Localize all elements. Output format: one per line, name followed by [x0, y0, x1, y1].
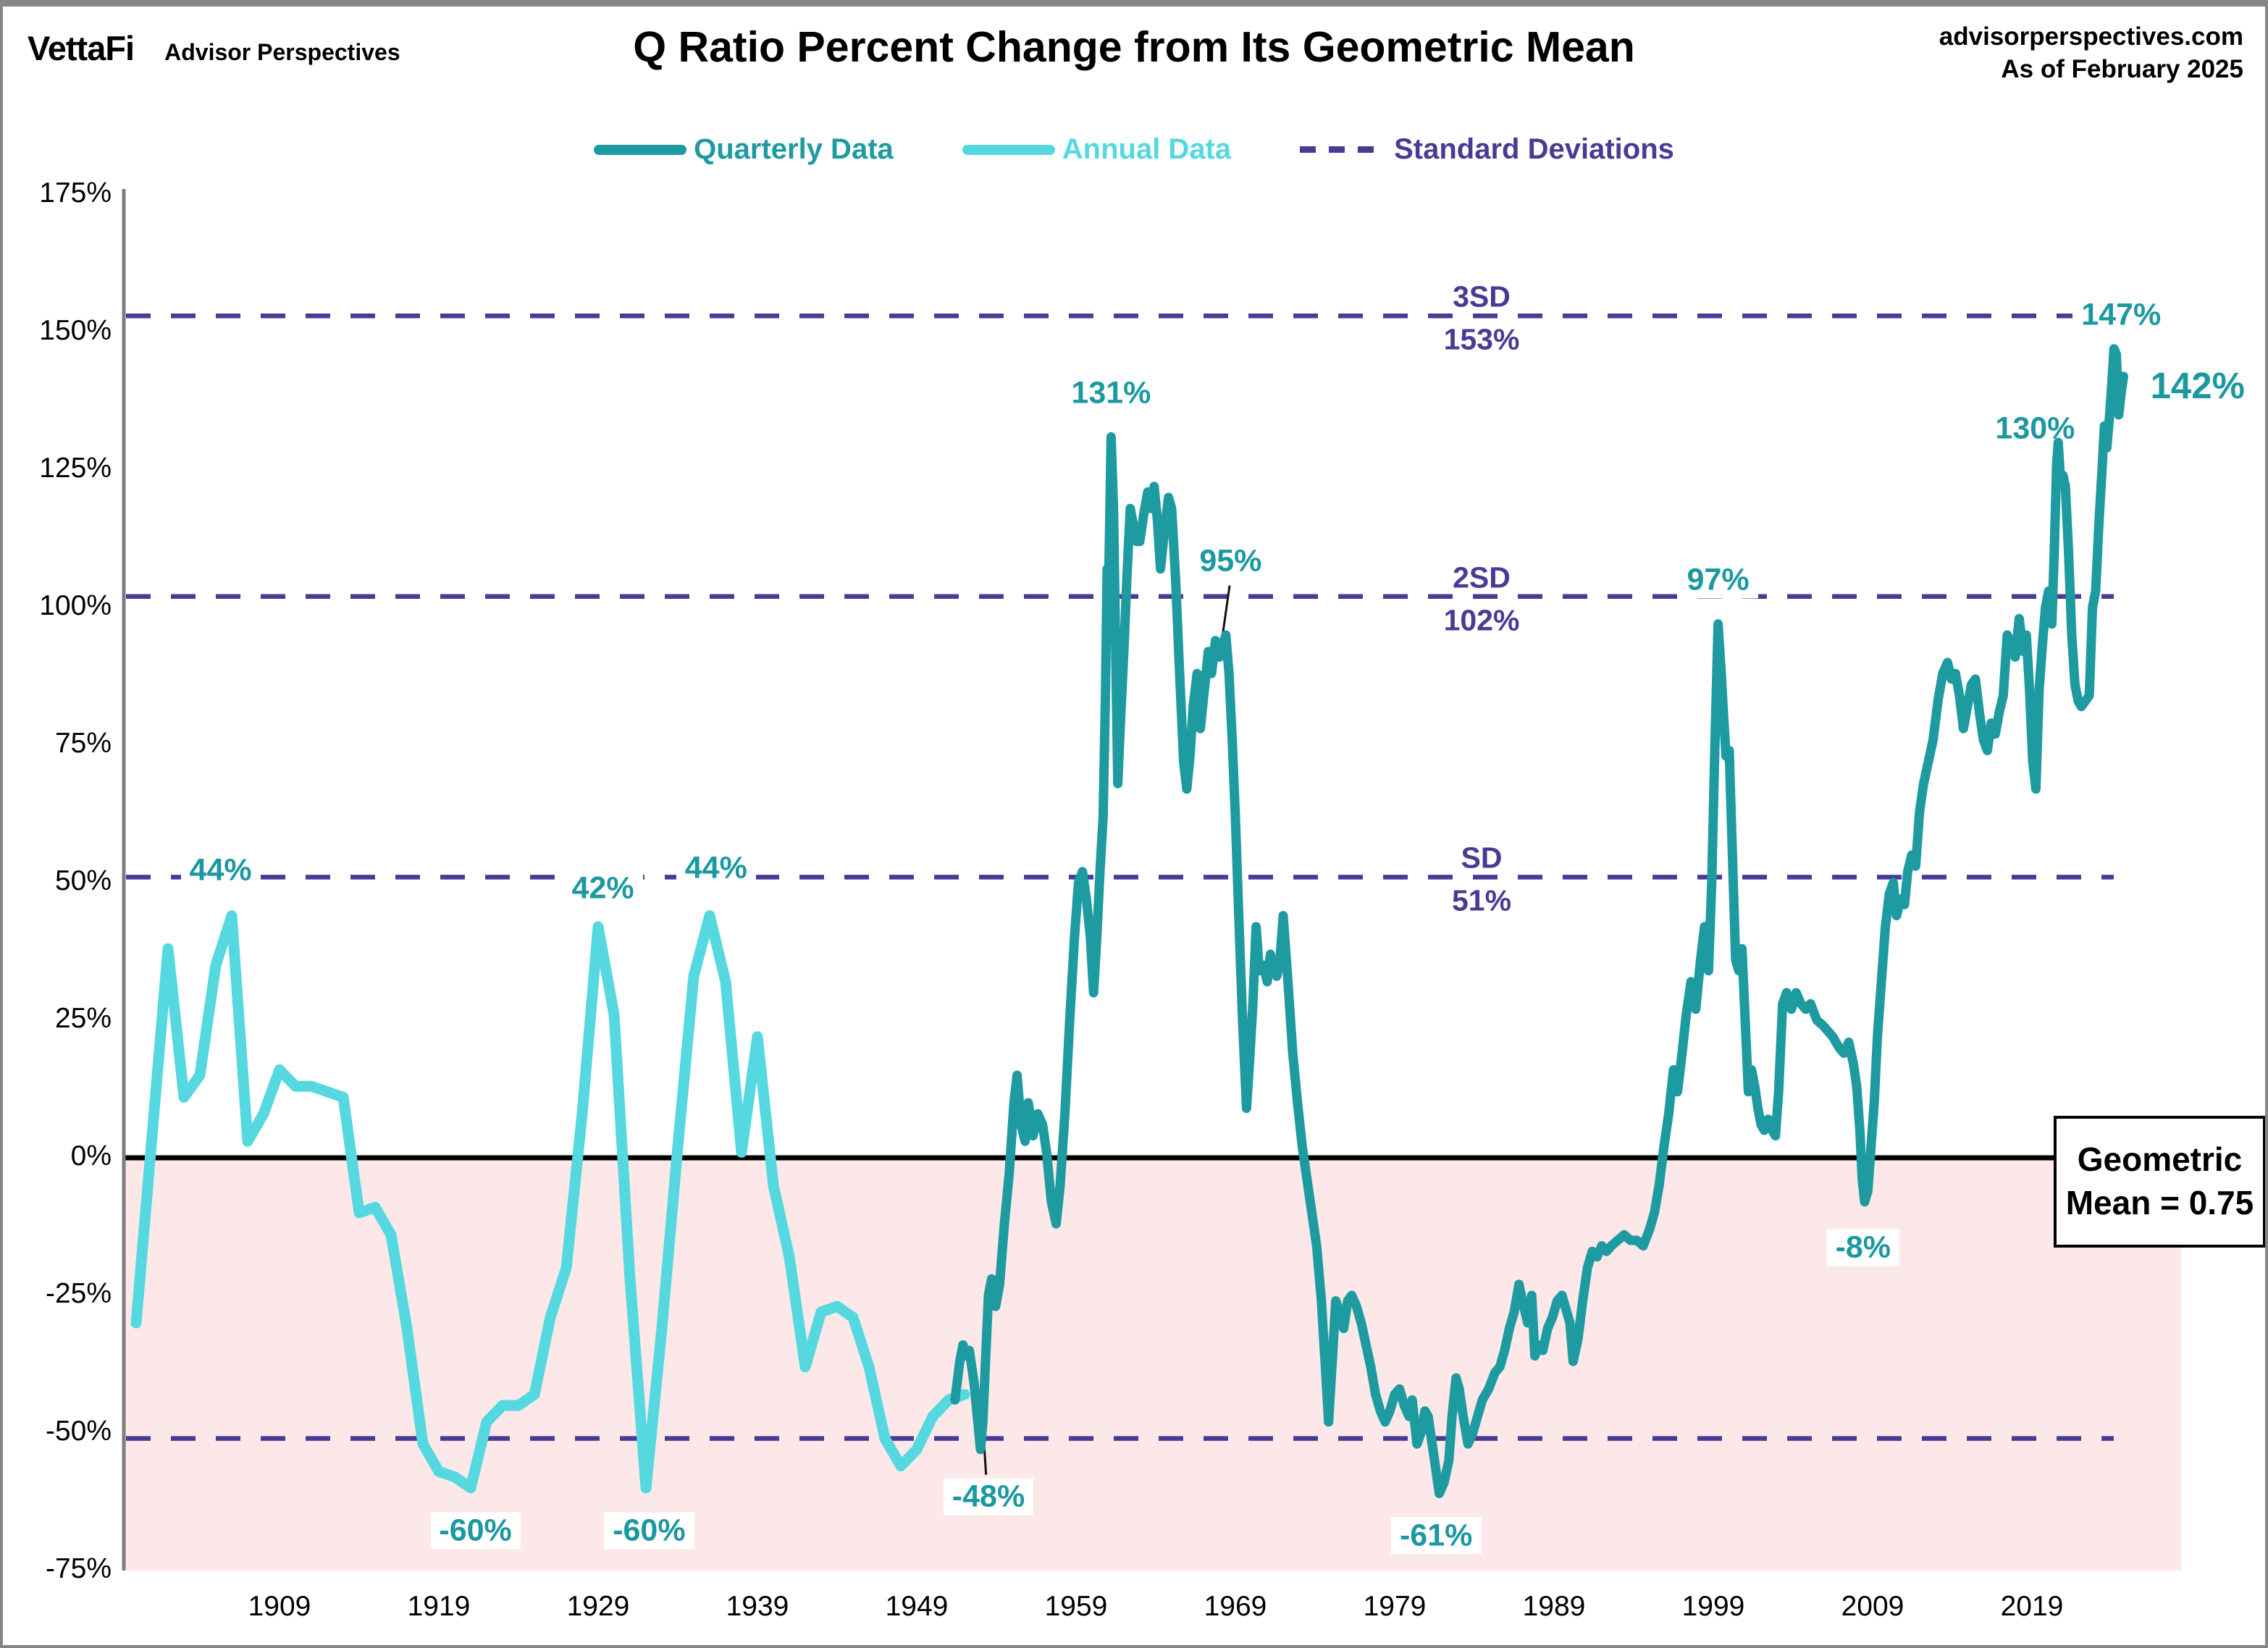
annual-line-swatch-icon [962, 144, 1055, 155]
quarterly-line-swatch-icon [594, 144, 687, 155]
quarterly-data-line [950, 344, 2128, 1499]
legend-label-quarterly: Quarterly Data [694, 133, 894, 165]
legend-item-sd: Standard Deviations [1300, 133, 1674, 166]
logo-row: VettaFi Advisor Perspectives [28, 28, 400, 68]
logo-subtitle: Advisor Perspectives [164, 39, 400, 65]
geometric-mean-line2: Mean = 0.75 [2065, 1184, 2254, 1222]
as-of-date: As of February 2025 [2001, 54, 2243, 83]
negative-region-fill [124, 1158, 2181, 1571]
vettafi-logo: VettaFi [28, 28, 135, 68]
legend-item-quarterly: Quarterly Data [594, 133, 894, 166]
q-ratio-chart [122, 189, 2181, 1571]
annual-data-line [130, 910, 970, 1494]
legend-label-annual: Annual Data [1062, 133, 1232, 165]
legend-label-sd: Standard Deviations [1394, 133, 1674, 165]
geometric-mean-line1: Geometric [2077, 1140, 2243, 1179]
vettafi-logo-text: VettaFi [28, 29, 135, 67]
page-title: Q Ratio Percent Change from Its Geometri… [633, 23, 1635, 71]
source-block: advisorperspectives.com As of February 2… [1939, 21, 2243, 86]
legend-item-annual: Annual Data [962, 133, 1231, 166]
sd-dash-swatch-icon [1300, 146, 1387, 153]
geometric-mean-box: Geometric Mean = 0.75 [2054, 1116, 2265, 1248]
source-url: advisorperspectives.com [1939, 22, 2243, 51]
legend: Quarterly Data Annual Data Standard Devi… [3, 133, 2265, 166]
